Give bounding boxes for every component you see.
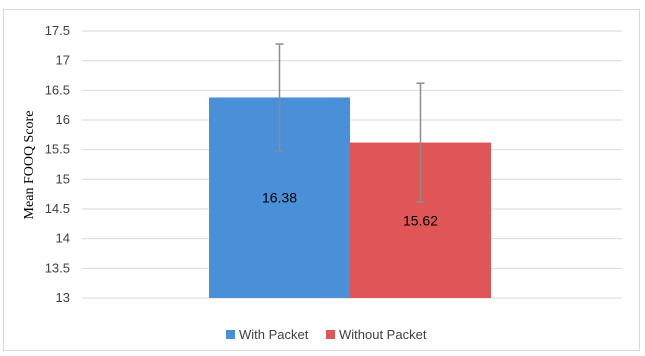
data-label: 16.38 xyxy=(262,190,297,206)
y-tick-label: 13 xyxy=(56,290,70,305)
legend-swatch xyxy=(326,330,335,339)
y-tick-label: 17 xyxy=(56,53,70,68)
y-tick-label: 16.5 xyxy=(45,82,70,97)
legend-label: Without Packet xyxy=(339,327,427,342)
error-bars xyxy=(275,43,425,203)
y-axis-ticks: 13 13.5 14 14.5 15 15.5 16 16.5 17 17.5 xyxy=(45,23,70,305)
legend: With Packet Without Packet xyxy=(226,327,427,342)
y-tick-label: 13.5 xyxy=(45,260,70,275)
legend-label: With Packet xyxy=(239,327,309,342)
bars xyxy=(209,97,491,298)
data-label: 15.62 xyxy=(403,212,438,228)
y-tick-label: 14.5 xyxy=(45,201,70,216)
gridlines xyxy=(82,30,622,299)
y-tick-label: 15.5 xyxy=(45,142,70,157)
y-tick-label: 15 xyxy=(56,171,70,186)
y-axis-label: Mean FOOQ Score xyxy=(22,111,37,220)
y-tick-label: 17.5 xyxy=(45,23,70,38)
y-tick-label: 14 xyxy=(56,231,70,246)
data-labels: 16.38 15.62 xyxy=(262,190,438,229)
legend-swatch xyxy=(226,330,235,339)
y-tick-label: 16 xyxy=(56,112,70,127)
